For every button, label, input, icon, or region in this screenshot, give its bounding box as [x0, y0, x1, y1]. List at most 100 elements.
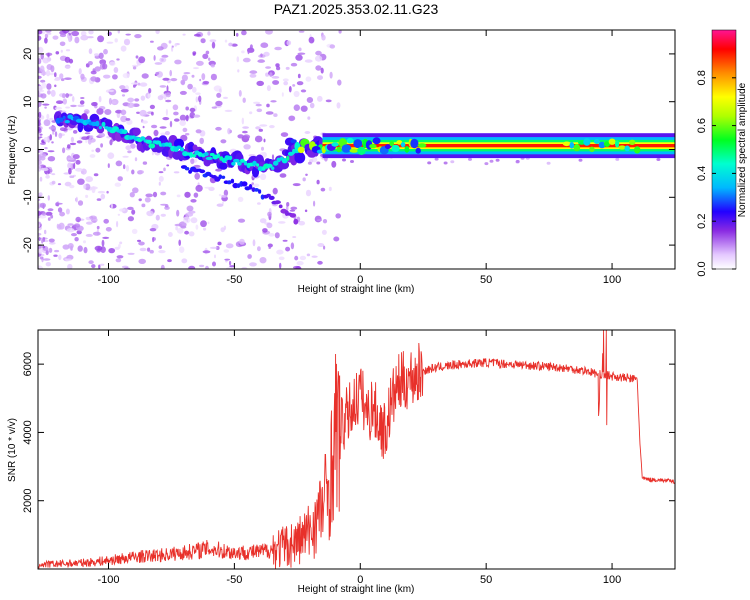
spectrogram-noise-cell	[62, 147, 66, 154]
spectrogram-noise-cell	[204, 186, 212, 189]
spectrogram-noise-cell	[117, 176, 123, 182]
spectrogram-secondary-cell	[266, 193, 271, 197]
spectrogram-ridge-cell	[583, 138, 591, 146]
spectrogram-ridge-cell	[203, 152, 209, 157]
spectrogram-noise-cell	[38, 127, 41, 132]
spectrogram-noise-cell	[317, 260, 323, 265]
spectrogram-noise-cell	[38, 137, 41, 140]
spectrogram-noise-cell	[139, 82, 148, 87]
spectrogram-ridge-cell	[266, 163, 273, 168]
spectrogram-noise-cell	[68, 167, 72, 175]
spectrogram-noise-cell	[280, 132, 289, 138]
spectrogram-noise-cell	[107, 152, 115, 159]
spectrogram-noise-cell	[210, 63, 215, 68]
spectrogram-noise-cell	[229, 260, 232, 266]
spectrogram-noise-cell	[94, 66, 101, 72]
spectrogram-noise-cell	[168, 40, 172, 44]
snr-series-line	[38, 330, 675, 569]
spectrogram-noise-cell	[315, 50, 322, 56]
spectrogram-noise-cell	[183, 216, 191, 224]
spectrogram-noise-cell	[88, 260, 94, 265]
spectrogram-noise-cell	[142, 161, 148, 165]
spectrogram-noise-cell	[305, 189, 312, 197]
spectrogram-noise-cell	[54, 131, 58, 138]
spectrogram-noise-cell	[45, 211, 53, 216]
spectrogram-ridge-cell	[287, 151, 294, 156]
spectrogram-noise-cell	[237, 134, 244, 139]
spectrogram-ytick-label: -20	[22, 237, 34, 253]
spectrogram-noise-cell	[73, 130, 78, 134]
spectrogram-noise-cell	[62, 93, 66, 99]
spectrogram-noise-cell	[122, 73, 130, 79]
spectrogram-noise-cell	[223, 96, 228, 99]
spectrogram-noise-cell	[40, 93, 47, 99]
spectrogram-noise-cell	[67, 93, 73, 97]
spectrogram-noise-cell	[158, 245, 162, 250]
spectrogram-ridge-cell	[369, 144, 377, 149]
spectrogram-noise-cell	[57, 183, 62, 186]
spectrogram-noise-cell	[241, 118, 244, 124]
spectrogram-noise-cell	[249, 111, 253, 115]
spectrogram-noise-cell	[47, 217, 51, 221]
spectrogram-noise-cell	[211, 41, 216, 49]
spectrogram-noise-cell	[188, 231, 195, 237]
spectrogram-noise-cell	[286, 202, 290, 207]
spectrogram-noise-cell	[183, 72, 191, 75]
spectrogram-noise-cell	[227, 128, 231, 135]
colorbar: 0.0 0.2 0.4 0.6 0.8 Normalized spectral ampl…	[696, 29, 748, 277]
spectrogram-noise-cell	[317, 75, 323, 80]
spectrogram-noise-cell	[242, 126, 249, 129]
spectrogram-noise-cell	[294, 255, 299, 261]
spectrogram-noise-cell	[185, 212, 194, 217]
spectrogram-noise-cell	[306, 253, 311, 257]
spectrogram-noise-cell	[175, 226, 178, 231]
spectrogram-noise-cell	[165, 108, 168, 116]
spectrogram-ridge-cell	[237, 161, 242, 166]
spectrogram-noise-cell	[278, 256, 285, 261]
spectrogram-ridge-cell	[341, 144, 352, 153]
spectrogram-secondary-cell	[184, 167, 190, 171]
spectrogram-noise-cell	[71, 96, 75, 102]
spectrogram-noise-cell	[290, 242, 295, 250]
spectrogram-ridge-cell	[121, 129, 128, 135]
spectrogram-noise-cell	[52, 35, 59, 40]
spectrogram-noise-cell	[137, 170, 144, 174]
spectrogram-noise-cell	[217, 241, 222, 246]
spectrogram-noise-cell	[79, 100, 85, 105]
spectrogram-noise-cell	[495, 158, 500, 162]
spectrogram-noise-cell	[75, 216, 81, 223]
spectrogram-noise-cell	[194, 172, 200, 180]
snr-xtick-label: 100	[603, 574, 621, 586]
spectrogram-noise-cell	[215, 100, 223, 107]
spectrogram-noise-cell	[147, 247, 151, 252]
spectrogram-ridge-cell	[216, 153, 220, 159]
spectrogram-noise-cell	[176, 227, 184, 234]
spectrogram-noise-cell	[160, 132, 167, 136]
spectrogram-noise-cell	[180, 79, 186, 85]
spectrogram-noise-cell	[119, 208, 126, 212]
spectrogram-ridge-cell	[404, 146, 410, 153]
spectrogram-noise-cell	[130, 144, 135, 147]
spectrogram-noise-cell	[216, 203, 224, 207]
spectrogram-ridge-cell	[353, 139, 363, 149]
spectrogram-noise-cell	[106, 190, 109, 194]
spectrogram-noise-cell	[337, 79, 342, 86]
spectrogram-noise-cell	[282, 78, 289, 82]
spectrogram-noise-cell	[181, 258, 188, 264]
spectrogram-ridge-cell	[624, 145, 630, 152]
spectrogram-noise-cell	[199, 137, 204, 145]
spectrogram-noise-cell	[155, 30, 160, 35]
spectrogram-noise-cell	[237, 218, 246, 223]
spectrogram-noise-cell	[296, 261, 304, 266]
snr-frame	[37, 329, 676, 570]
spectrogram-noise-cell	[46, 32, 52, 35]
spectrogram-noise-cell	[317, 95, 323, 102]
spectrogram-ridge-cell	[271, 166, 275, 170]
spectrogram-noise-cell	[38, 119, 41, 126]
spectrogram-noise-cell	[38, 248, 43, 255]
spectrogram-noise-cell	[113, 67, 119, 73]
spectrogram-noise-cell	[147, 93, 151, 98]
spectrogram-noise-cell	[112, 74, 118, 80]
spectrogram-noise-cell	[297, 52, 306, 55]
spectrogram-noise-cell	[38, 193, 41, 196]
